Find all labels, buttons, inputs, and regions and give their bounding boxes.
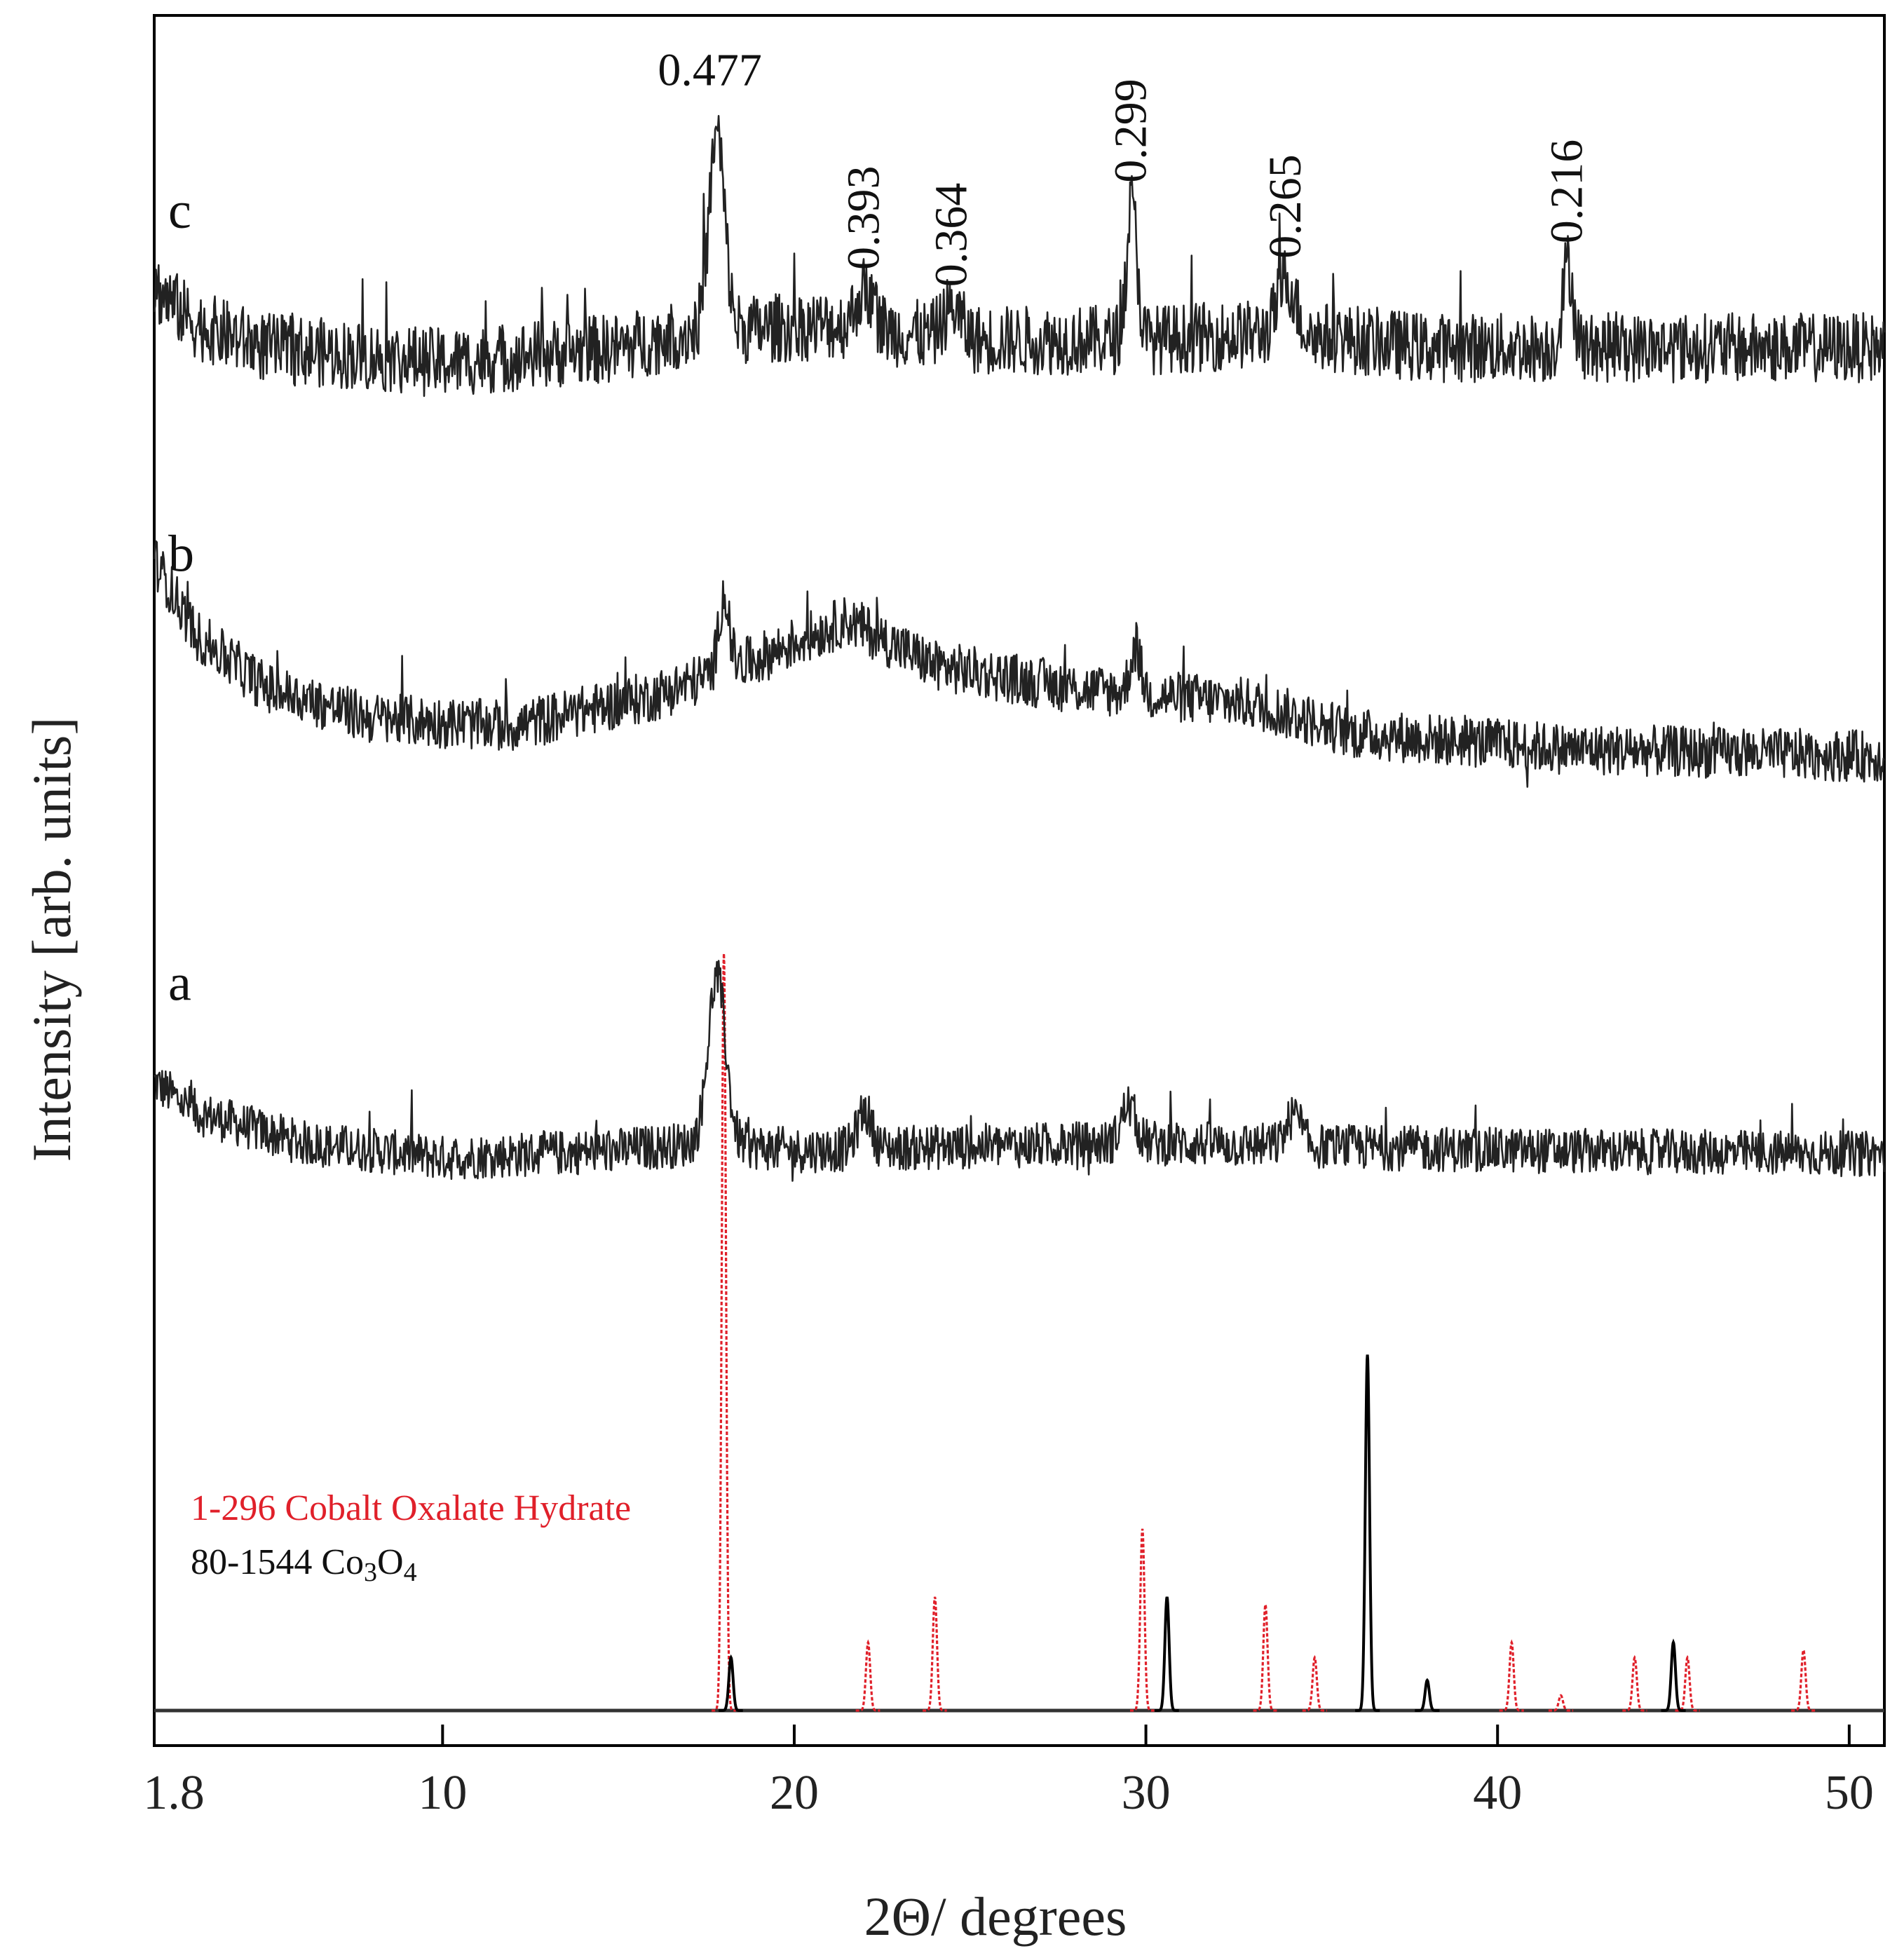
legend-co3o4: 80-1544 Co3O4 <box>191 1542 417 1587</box>
peak-label: 0.265 <box>1260 154 1311 259</box>
x-tick-label: 10 <box>418 1766 467 1820</box>
trace-b <box>153 540 1886 788</box>
peak-label: 0.364 <box>926 183 977 287</box>
trace-label-a: a <box>168 954 191 1012</box>
peak-label: 0.216 <box>1542 140 1593 244</box>
x-axis-label: 2Θ/ degrees <box>864 1886 1127 1947</box>
trace-label-b: b <box>168 525 194 583</box>
reference-peak <box>1791 1647 1816 1712</box>
reference-peak <box>855 1639 880 1712</box>
reference-cobalt-oxalate <box>712 953 1816 1712</box>
x-tick-label: 1.8 <box>143 1766 205 1820</box>
x-tick-label: 50 <box>1825 1766 1874 1820</box>
peak-label: 0.299 <box>1106 79 1157 183</box>
peak-label: 0.477 <box>658 44 762 95</box>
x-tick-label: 30 <box>1122 1766 1171 1820</box>
x-tick-label: 40 <box>1473 1766 1522 1820</box>
plot-frame <box>153 14 1886 1747</box>
trace-labels: abcde <box>168 182 194 1012</box>
reference-peak <box>1302 1654 1327 1712</box>
reference-peak <box>1499 1639 1524 1712</box>
legend: 1-296 Cobalt Oxalate Hydrate 80-1544 Co3… <box>191 1488 631 1587</box>
reference-patterns <box>154 953 1884 1713</box>
reference-peak <box>1355 1354 1380 1712</box>
trace-label-c: c <box>168 182 191 240</box>
reference-peak <box>923 1596 947 1712</box>
x-axis-ticks: 1.8 10 20 30 40 50 <box>143 1725 1874 1820</box>
reference-peak <box>1675 1654 1700 1712</box>
reference-peak <box>1415 1678 1440 1712</box>
x-tick-label: 20 <box>770 1766 819 1820</box>
peak-label: 0.393 <box>838 166 889 271</box>
reference-peak <box>1130 1528 1155 1712</box>
reference-peak <box>1661 1638 1686 1712</box>
reference-peak <box>1253 1604 1278 1712</box>
xrd-traces <box>153 115 1886 1182</box>
legend-cobalt-oxalate: 1-296 Cobalt Oxalate Hydrate <box>191 1488 631 1528</box>
reference-co3o4 <box>719 1354 1686 1712</box>
reference-peak <box>1155 1596 1179 1712</box>
reference-peak <box>712 953 736 1712</box>
y-axis-label: Intensity [arb. units] <box>21 717 82 1162</box>
trace-a <box>153 960 1886 1182</box>
trace-c <box>153 115 1886 397</box>
reference-peak <box>1548 1694 1574 1712</box>
reference-peak <box>719 1654 743 1712</box>
reference-peak <box>1622 1654 1647 1712</box>
